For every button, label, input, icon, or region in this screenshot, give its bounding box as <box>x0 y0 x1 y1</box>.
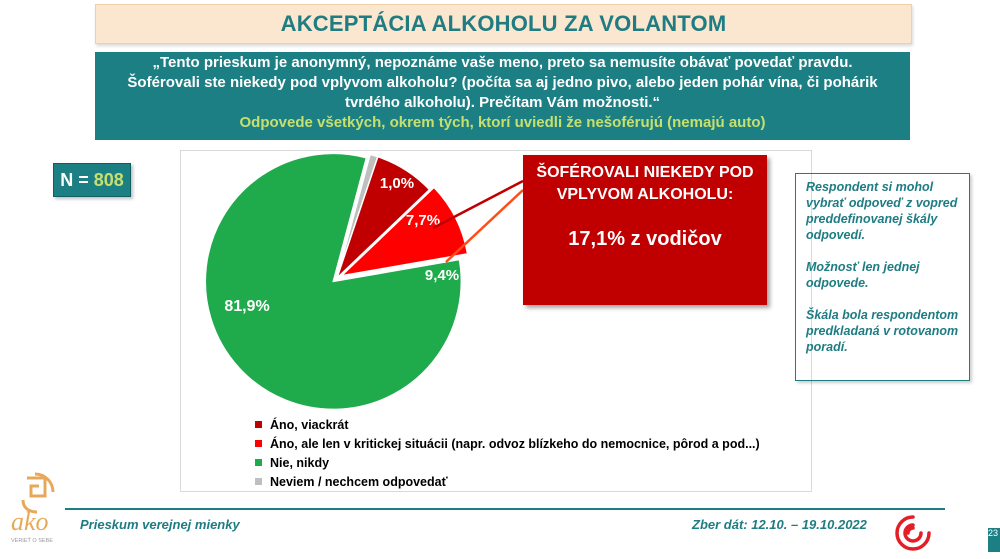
legend-item: Áno, ale len v kritickej situácii (napr.… <box>255 434 760 453</box>
logo-wordmark: ako <box>11 507 49 536</box>
pie-labels: 1,0% 7,7% 9,4% 81,9% <box>224 175 459 315</box>
callout-box: ŠOFÉROVALI NIEKEDY POD VPLYVOM ALKOHOLU:… <box>523 155 767 305</box>
pie-data-label: 1,0% <box>380 175 414 192</box>
pie-slice <box>339 186 469 277</box>
legend-label: Áno, ale len v kritickej situácii (napr.… <box>270 436 760 451</box>
pie-slice <box>336 155 431 279</box>
legend-label: Nie, nikdy <box>270 455 330 470</box>
sample-size-label: N = <box>60 169 89 190</box>
legend-label: Neviem / nechcem odpovedať <box>270 474 448 489</box>
footer-collection-date: Zber dát: 12.10. – 19.10.2022 <box>692 517 867 532</box>
legend-swatch <box>255 421 262 428</box>
callout-connector-light <box>445 189 524 263</box>
question-box: „Tento prieskum je anonymný, nepoznáme v… <box>95 52 910 140</box>
legend-label: Áno, viackrát <box>270 417 349 432</box>
legend-swatch <box>255 440 262 447</box>
pie-slices <box>204 152 469 411</box>
note-paragraph-3: Škála bola respondentom predkladaná v ro… <box>806 308 959 354</box>
methodology-note: Respondent si mohol vybrať odpoveď z vop… <box>795 173 970 381</box>
title-banner: AKCEPTÁCIA ALKOHOLU ZA VOLANTOM <box>95 4 912 44</box>
chart-frame <box>180 150 812 492</box>
callout-value: 17,1% z vodičov <box>568 228 722 250</box>
sample-size-badge: N = 808 <box>53 163 131 197</box>
footer-divider <box>65 508 945 510</box>
pie-data-label: 9,4% <box>425 267 459 284</box>
logo-emblem-icon <box>21 472 55 514</box>
page-number: 23 <box>988 528 1000 552</box>
callout-connector-dark <box>432 179 524 230</box>
page-title: AKCEPTÁCIA ALKOHOLU ZA VOLANTOM <box>280 11 727 36</box>
ako-logo: ako VERIEŤ O SEBE <box>11 472 55 544</box>
legend-item: Áno, viackrát <box>255 415 760 434</box>
legend-item: Nie, nikdy <box>255 453 760 472</box>
note-paragraph-2: Možnosť len jednej odpovede. <box>806 260 920 290</box>
legend-swatch <box>255 478 262 485</box>
pie-slice <box>204 152 463 411</box>
chart-legend: Áno, viackrát Áno, ale len v kritickej s… <box>255 415 760 491</box>
legend-item: Neviem / nechcem odpovedať <box>255 472 760 491</box>
note-paragraph-1: Respondent si mohol vybrať odpoveď z vop… <box>806 180 958 242</box>
footer-survey-label: Prieskum verejnej mienky <box>80 517 240 532</box>
question-text: „Tento prieskum je anonymný, nepoznáme v… <box>127 54 878 111</box>
pie-data-label: 7,7% <box>406 212 440 229</box>
callout-heading: ŠOFÉROVALI NIEKEDY POD VPLYVOM ALKOHOLU: <box>536 164 754 203</box>
logo-tagline: VERIEŤ O SEBE <box>11 536 53 544</box>
spiral-icon <box>895 515 931 551</box>
sample-size-value: 808 <box>93 169 124 190</box>
legend-swatch <box>255 459 262 466</box>
pie-data-label: 81,9% <box>224 298 269 315</box>
focus-spiral-logo <box>895 515 931 551</box>
question-note: Odpovede všetkých, okrem tých, ktorí uvi… <box>239 114 766 131</box>
